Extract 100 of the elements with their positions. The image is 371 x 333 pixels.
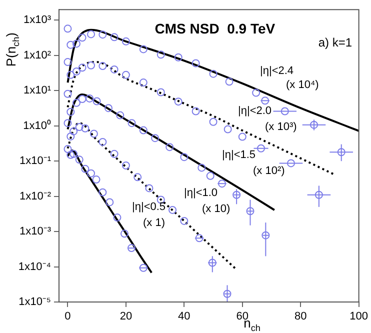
point xyxy=(257,144,266,152)
annotation: |η|<1.5 xyxy=(222,149,256,162)
point xyxy=(192,107,200,116)
point xyxy=(75,122,84,131)
y-tick-label: 1x10⁻² xyxy=(19,190,52,202)
point xyxy=(232,190,241,199)
point xyxy=(81,124,90,132)
annotation: |η|<0.5 xyxy=(132,201,166,214)
point xyxy=(72,98,80,107)
point xyxy=(120,230,128,238)
point xyxy=(174,53,182,62)
x-tick-label: 40 xyxy=(178,310,190,323)
point xyxy=(310,120,318,129)
y-tick-label: 1x10³ xyxy=(23,14,52,26)
point xyxy=(122,162,130,170)
point xyxy=(168,206,177,214)
point xyxy=(87,61,96,70)
x-tick-label: 20 xyxy=(120,310,132,323)
point xyxy=(139,264,148,272)
point xyxy=(209,118,218,126)
point xyxy=(206,172,214,180)
annotation: (x 10) xyxy=(202,203,230,216)
point xyxy=(78,64,86,72)
point xyxy=(64,119,72,128)
point xyxy=(223,290,232,298)
point xyxy=(72,40,80,48)
point xyxy=(113,214,122,222)
point xyxy=(156,50,165,59)
point xyxy=(64,24,72,33)
point xyxy=(98,30,107,39)
point xyxy=(92,176,100,184)
point xyxy=(87,30,96,38)
point xyxy=(72,67,80,76)
annotation: |η|<1.0 xyxy=(184,187,218,200)
x-tick-label: 80 xyxy=(294,310,307,323)
point xyxy=(87,169,96,178)
point xyxy=(145,184,154,192)
point xyxy=(127,244,136,252)
point xyxy=(314,190,323,199)
point xyxy=(128,119,136,128)
point xyxy=(122,37,130,46)
point xyxy=(116,111,124,120)
point xyxy=(66,150,75,159)
point xyxy=(66,108,75,116)
point xyxy=(92,97,101,106)
point xyxy=(139,126,148,134)
text: CMS NSD 0.9 TeV xyxy=(154,20,276,36)
y-tick-label: 1x10² xyxy=(23,49,52,62)
y-tick-label: 1x10⁻⁴ xyxy=(18,260,52,273)
point xyxy=(106,198,114,206)
point xyxy=(70,127,78,136)
point xyxy=(195,234,204,242)
point xyxy=(64,145,72,154)
point xyxy=(224,125,232,134)
point xyxy=(64,90,72,98)
annotation: (x 10³) xyxy=(265,121,297,134)
point xyxy=(70,150,78,158)
point xyxy=(98,188,107,196)
annotation: a) k=1 xyxy=(318,35,352,50)
point xyxy=(280,107,289,116)
x-tick-label: 0 xyxy=(64,310,71,323)
point xyxy=(104,104,112,112)
point xyxy=(110,65,118,74)
annotation: (x 10²) xyxy=(253,165,285,178)
y-tick-label: 1x10⁻⁵ xyxy=(18,296,51,308)
point xyxy=(151,134,160,142)
point xyxy=(86,94,94,102)
point xyxy=(180,216,188,225)
point xyxy=(98,138,107,146)
point xyxy=(66,70,75,79)
annotation: (x 1) xyxy=(143,217,165,230)
x-tick-label: 100 xyxy=(350,310,368,323)
point xyxy=(75,156,84,164)
point xyxy=(209,70,218,78)
annotation: |η|<2.4 xyxy=(260,65,294,78)
point xyxy=(66,132,75,140)
point xyxy=(110,150,118,158)
y-axis-title: P(nch) xyxy=(4,32,22,67)
y-tick-label: 1x10⁻¹ xyxy=(19,155,52,168)
point xyxy=(64,58,72,66)
point xyxy=(192,59,200,68)
point xyxy=(262,231,270,240)
point xyxy=(218,180,226,188)
point xyxy=(208,258,216,267)
y-tick-label: 1x10⁻³ xyxy=(19,226,52,238)
point xyxy=(261,96,270,105)
point xyxy=(337,148,346,156)
y-tick-label: 1x10⁰ xyxy=(23,118,51,132)
point xyxy=(78,34,86,42)
point xyxy=(156,88,165,96)
point xyxy=(110,33,118,42)
point xyxy=(81,164,90,173)
annotation: |η|<2.0 xyxy=(238,105,272,118)
point xyxy=(174,98,182,106)
point xyxy=(180,153,188,162)
point xyxy=(246,207,254,216)
point xyxy=(122,70,130,79)
point xyxy=(287,159,295,168)
point xyxy=(139,78,148,87)
point xyxy=(78,94,86,103)
